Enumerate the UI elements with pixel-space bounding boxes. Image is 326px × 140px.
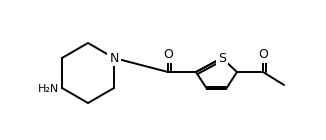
Text: O: O [163,48,173,61]
Text: S: S [218,52,226,65]
Text: N: N [109,52,119,65]
Text: O: O [258,48,268,61]
Text: H₂N: H₂N [38,84,59,94]
